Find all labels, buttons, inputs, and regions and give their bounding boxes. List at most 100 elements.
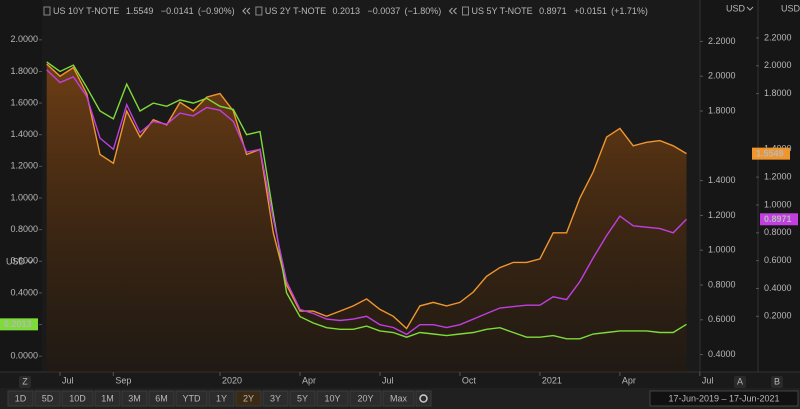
area (46, 64, 687, 372)
range-button[interactable] (262, 390, 289, 407)
range-button-label: Max (390, 393, 408, 403)
x-tick-label: Oct (462, 375, 477, 385)
y-tick-label: 2.0000 (708, 71, 736, 81)
range-button[interactable] (7, 390, 34, 407)
range-button-label: 5Y (297, 393, 308, 403)
y-tick-label: 0.6000 (10, 256, 38, 266)
series-name: US 10Y T-NOTE (53, 6, 119, 16)
y-tick-label: 1.8000 (10, 66, 38, 76)
range-button-label: 1M (101, 393, 114, 403)
series-last: 0.2013 (333, 6, 361, 16)
range-button[interactable] (34, 390, 61, 407)
dropdown-arrow (26, 259, 34, 264)
range-button-label: 10Y (324, 393, 340, 403)
range-button-label: 3M (128, 393, 141, 403)
series-last: 0.8971 (539, 6, 567, 16)
series-change: +0.0151 (574, 6, 607, 16)
series-change-pct: (−0.90%) (198, 6, 235, 16)
y-tick-label: 1.8000 (708, 105, 736, 115)
axis-button-label: A (737, 376, 743, 386)
x-tick-label: Apr (622, 375, 636, 385)
y-tick-label: 1.4000 (10, 129, 38, 139)
y-tick-label: 1.2000 (708, 210, 736, 220)
price-tag (0, 318, 38, 331)
y-tick-label: 1.2000 (764, 171, 792, 181)
range-button[interactable] (382, 390, 415, 407)
date-range-box[interactable] (649, 390, 799, 407)
range-button[interactable] (235, 390, 262, 407)
price-tag-label: 0.2013 (4, 319, 32, 329)
y-tick-label: 0.8000 (10, 224, 38, 234)
series-change-pct: (−1.80%) (405, 6, 442, 16)
axis-button-label: Z (22, 376, 28, 386)
y-tick-label: 2.2000 (764, 32, 792, 42)
range-button-label: 6M (155, 393, 168, 403)
y-tick-label: 0.4000 (10, 287, 38, 297)
y-tick-label: 1.0000 (708, 245, 736, 255)
range-button[interactable] (61, 390, 94, 407)
y-tick-label: 2.0000 (10, 34, 38, 44)
range-button-label: 2Y (243, 393, 254, 403)
range-button[interactable] (94, 390, 121, 407)
y-tick-label: 1.6000 (10, 97, 38, 107)
range-button-label: YTD (183, 393, 202, 403)
collapse-icon (448, 7, 457, 15)
line (46, 61, 687, 340)
x-tick-label: Jul (702, 375, 714, 385)
range-button[interactable] (289, 390, 316, 407)
range-button[interactable] (316, 390, 349, 407)
range-button-label: 1D (15, 393, 27, 403)
y-tick-label: 2.2000 (708, 36, 736, 46)
x-tick-label: 2021 (542, 375, 562, 385)
line (46, 63, 687, 330)
right-axis-panel (700, 0, 800, 372)
settings-button[interactable] (415, 390, 432, 407)
y-tick-label: 0.8000 (764, 227, 792, 237)
y-tick-label: 0.6000 (708, 314, 736, 324)
y-tick-label: 0.4000 (764, 283, 792, 293)
axis-button[interactable] (771, 376, 783, 388)
y-tick-label: 0.8000 (708, 279, 736, 289)
range-button-label: 1Y (216, 393, 227, 403)
y-tick-label: 1.2000 (10, 161, 38, 171)
dropdown-arrow (746, 6, 754, 11)
price-tag-label: 0.8971 (764, 214, 792, 224)
y-tick-label: 0.2000 (764, 311, 792, 321)
range-button[interactable] (175, 390, 208, 407)
axis-button[interactable] (19, 376, 31, 388)
y-tick-label: 1.8000 (764, 88, 792, 98)
range-button[interactable] (208, 390, 235, 407)
range-button-label: 10D (69, 393, 86, 403)
y-tick-label: 1.0000 (764, 199, 792, 209)
axis-button[interactable] (734, 376, 746, 388)
range-button[interactable] (349, 390, 382, 407)
x-tick-label: 2020 (222, 375, 242, 385)
y-tick-label: 0.4000 (708, 349, 736, 359)
x-tick-label: Jul (382, 375, 394, 385)
unit-label: USD (6, 256, 26, 266)
range-button[interactable] (121, 390, 148, 407)
series-name: US 5Y T-NOTE (472, 6, 533, 16)
range-button-label: 5D (42, 393, 54, 403)
series-change-pct: (+1.71%) (611, 6, 648, 16)
unit-label: USD (726, 3, 746, 13)
axis-button-label: B (774, 376, 780, 386)
price-tag (760, 213, 798, 226)
range-button-label: 20Y (357, 393, 373, 403)
series-change: −0.0141 (161, 6, 194, 16)
series-icon (462, 6, 469, 16)
y-tick-label: 0.6000 (764, 255, 792, 265)
line (46, 69, 687, 336)
y-tick-label: 0.0000 (10, 351, 38, 361)
range-button[interactable] (148, 390, 175, 407)
y-tick-label: 1.0000 (10, 192, 38, 202)
series-name: US 2Y T-NOTE (265, 6, 326, 16)
series-icon (255, 6, 263, 16)
left-axis-panel (0, 0, 42, 372)
series-last: 1.5549 (126, 6, 154, 16)
y-tick-label: 2.0000 (764, 60, 792, 70)
date-range: 17-Jun-2019 – 17-Jun-2021 (668, 393, 779, 403)
collapse-icon (242, 7, 251, 15)
unit-label: USD (781, 3, 800, 13)
x-tick-label: Jul (62, 375, 74, 385)
